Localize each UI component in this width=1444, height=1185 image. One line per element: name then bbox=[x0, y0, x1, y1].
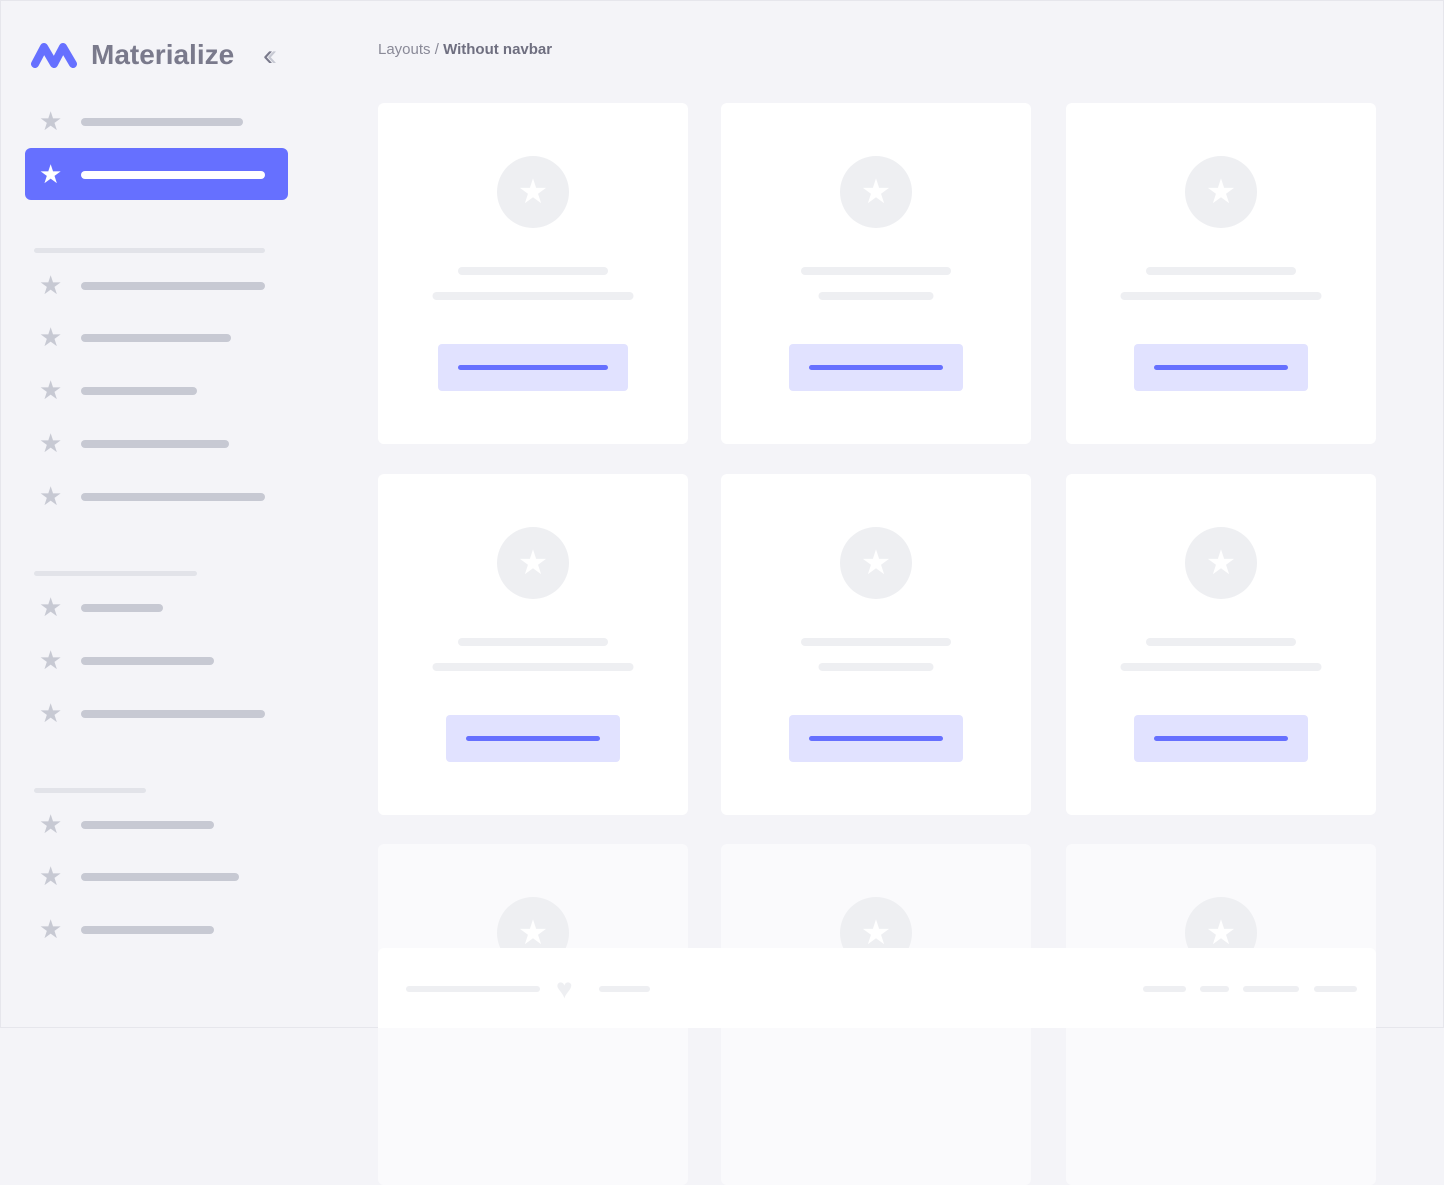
sidebar-item-label-skeleton[interactable] bbox=[81, 821, 214, 829]
star-icon: ★ bbox=[39, 592, 63, 622]
card-action-button[interactable] bbox=[438, 344, 628, 391]
star-icon: ★ bbox=[840, 156, 912, 228]
sidebar-item-label-skeleton[interactable] bbox=[81, 493, 265, 501]
star-icon: ★ bbox=[39, 106, 63, 136]
placeholder-card: ★ bbox=[1066, 103, 1376, 444]
sidebar-section-divider bbox=[34, 788, 146, 793]
card-title-skeleton bbox=[458, 638, 608, 646]
star-icon: ★ bbox=[39, 481, 63, 511]
placeholder-card: ★ bbox=[378, 103, 688, 444]
footer-text-skeleton bbox=[406, 986, 540, 992]
card-action-button[interactable] bbox=[1134, 715, 1308, 762]
materialize-logo-icon bbox=[31, 43, 77, 68]
brand-name: Materialize bbox=[91, 39, 235, 70]
star-icon: ★ bbox=[39, 809, 63, 839]
star-icon: ★ bbox=[39, 914, 63, 944]
placeholder-card: ★ bbox=[721, 103, 1031, 444]
sidebar-item-label-skeleton[interactable] bbox=[81, 171, 265, 179]
placeholder-card: ★ bbox=[378, 474, 688, 815]
star-icon: ★ bbox=[39, 645, 63, 675]
card-text-skeleton bbox=[818, 663, 934, 671]
card-text-skeleton bbox=[432, 292, 634, 300]
sidebar-item-label-skeleton[interactable] bbox=[81, 926, 214, 934]
star-icon: ★ bbox=[39, 375, 63, 405]
card-text-skeleton bbox=[1120, 292, 1322, 300]
sidebar-item-label-skeleton[interactable] bbox=[81, 604, 163, 612]
heart-icon: ♥ bbox=[556, 973, 573, 1004]
chevrons-left-icon: ‹‹ bbox=[263, 39, 277, 72]
placeholder-card: ★ bbox=[1066, 474, 1376, 815]
star-icon: ★ bbox=[39, 698, 63, 728]
card-title-skeleton bbox=[1146, 267, 1296, 275]
star-icon: ★ bbox=[39, 322, 63, 352]
breadcrumb-parent[interactable]: Layouts bbox=[378, 41, 431, 58]
star-icon: ★ bbox=[39, 428, 63, 458]
card-text-skeleton bbox=[1120, 663, 1322, 671]
star-icon: ★ bbox=[39, 159, 63, 189]
sidebar-item-label-skeleton[interactable] bbox=[81, 387, 197, 395]
breadcrumb: Layouts / Without navbar bbox=[378, 41, 552, 58]
sidebar-item-label-skeleton[interactable] bbox=[81, 710, 265, 718]
card-action-button[interactable] bbox=[789, 715, 963, 762]
card-title-skeleton bbox=[458, 267, 608, 275]
footer: ♥ bbox=[378, 948, 1376, 1028]
sidebar-section-divider bbox=[34, 248, 265, 253]
placeholder-card: ★ bbox=[721, 474, 1031, 815]
button-label-skeleton bbox=[1154, 365, 1288, 370]
star-icon: ★ bbox=[497, 527, 569, 599]
card-text-skeleton bbox=[818, 292, 934, 300]
card-text-skeleton bbox=[432, 663, 634, 671]
sidebar-item-label-skeleton[interactable] bbox=[81, 334, 231, 342]
breadcrumb-current: Without navbar bbox=[443, 41, 553, 58]
card-action-button[interactable] bbox=[789, 344, 963, 391]
sidebar-item-label-skeleton[interactable] bbox=[81, 657, 214, 665]
star-icon: ★ bbox=[39, 861, 63, 891]
star-icon: ★ bbox=[39, 270, 63, 300]
app-logo[interactable]: Materialize bbox=[31, 39, 234, 71]
footer-link-skeleton[interactable] bbox=[599, 986, 650, 992]
star-icon: ★ bbox=[840, 527, 912, 599]
button-label-skeleton bbox=[458, 365, 608, 370]
sidebar-item-label-skeleton[interactable] bbox=[81, 873, 239, 881]
breadcrumb-separator: / bbox=[434, 41, 439, 58]
footer-link-skeleton[interactable] bbox=[1143, 986, 1186, 992]
footer-link-skeleton[interactable] bbox=[1314, 986, 1357, 992]
sidebar-item-label-skeleton[interactable] bbox=[81, 282, 265, 290]
sidebar-section-divider bbox=[34, 571, 197, 576]
button-label-skeleton bbox=[809, 365, 943, 370]
card-title-skeleton bbox=[801, 267, 951, 275]
star-icon: ★ bbox=[1185, 156, 1257, 228]
sidebar-item-label-skeleton[interactable] bbox=[81, 440, 229, 448]
star-icon: ★ bbox=[497, 156, 569, 228]
collapse-sidebar-button[interactable]: ‹‹ bbox=[263, 39, 277, 73]
card-title-skeleton bbox=[1146, 638, 1296, 646]
footer-link-skeleton[interactable] bbox=[1200, 986, 1229, 992]
button-label-skeleton bbox=[809, 736, 943, 741]
sidebar-item-label-skeleton[interactable] bbox=[81, 118, 243, 126]
card-action-button[interactable] bbox=[446, 715, 620, 762]
card-title-skeleton bbox=[801, 638, 951, 646]
card-action-button[interactable] bbox=[1134, 344, 1308, 391]
button-label-skeleton bbox=[466, 736, 600, 741]
star-icon: ★ bbox=[1185, 527, 1257, 599]
footer-link-skeleton[interactable] bbox=[1243, 986, 1299, 992]
button-label-skeleton bbox=[1154, 736, 1288, 741]
